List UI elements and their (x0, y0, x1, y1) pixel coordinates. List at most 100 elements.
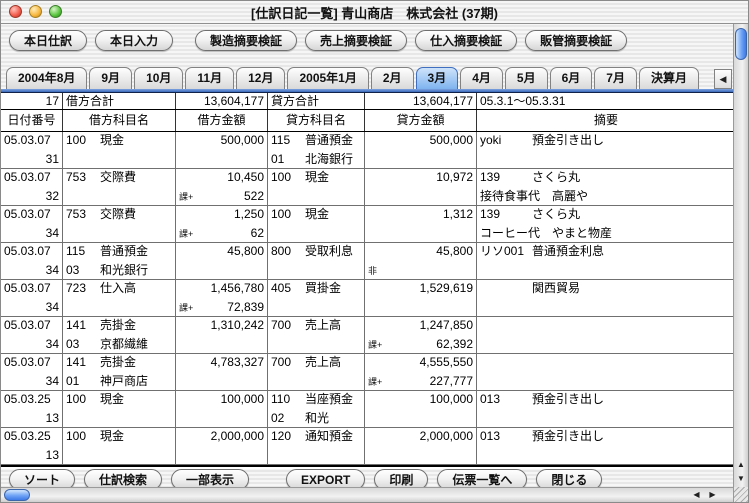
credit-account-name: 買掛金 (305, 281, 342, 295)
credit-amount-cell: 1,312 (365, 206, 477, 242)
credit-amount-cell: 45,800 非 (365, 243, 477, 279)
scroll-up-icon[interactable]: ▲ (737, 460, 745, 469)
vertical-scroll-thumb[interactable] (735, 28, 747, 60)
debit-account-cell: 141 売掛金 01 神戸商店 (63, 354, 176, 390)
tax-tag: 課+ (179, 192, 194, 202)
debit-account-cell: 753 交際費 (63, 169, 176, 205)
footer-button-3[interactable]: 一部表示 (171, 469, 250, 490)
toolbar-button-3[interactable]: 製造摘要検証 (195, 30, 298, 51)
table-row[interactable]: 05.03.07 32 753 交際費 10,450 課+ 522 100 現金 10,972 13… (1, 169, 735, 206)
entry-no: 34 (45, 374, 59, 388)
column-header-5: 貸方金額 (365, 110, 477, 131)
tax-tag: 課+ (368, 340, 383, 350)
debit-amount: 10,450 (227, 170, 264, 184)
entry-no: 31 (45, 152, 59, 166)
minimize-window-icon[interactable] (29, 5, 42, 18)
debit-tax-amount: 72,839 (227, 300, 264, 314)
date-cell: 05.03.25 13 (1, 391, 63, 427)
debit-account-code: 100 (66, 392, 87, 406)
scroll-right-icon[interactable]: ▶ (709, 490, 716, 499)
credit-account-code: 700 (271, 318, 292, 332)
date-cell: 05.03.07 31 (1, 132, 63, 168)
table-row[interactable]: 05.03.07 34 723 仕入高 1,456,780 課+ 72,839 405 買掛金 1… (1, 280, 735, 317)
scroll-down-icon[interactable]: ▼ (737, 474, 745, 483)
credit-amount-cell: 500,000 (365, 132, 477, 168)
date-cell: 05.03.07 32 (1, 169, 63, 205)
zoom-window-icon[interactable] (49, 5, 62, 18)
debit-amount-cell: 500,000 (176, 132, 268, 168)
debit-total-label: 借方合計 (63, 93, 176, 109)
footer-button-7[interactable]: 閉じる (536, 469, 603, 490)
tab-scroll-left-button[interactable]: ◀ (714, 69, 732, 89)
memo-text2 (480, 448, 732, 463)
credit-account-code: 115 (271, 133, 291, 147)
table-row[interactable]: 05.03.25 13 100 現金 100,000 110 当座預金 02 和光 100,000… (1, 391, 735, 428)
window-title: [仕訳日記一覧] 青山商店 株式会社 (37期) (250, 5, 498, 21)
scroll-left-icon[interactable]: ◀ (693, 490, 700, 499)
toolbar-button-2[interactable]: 本日入力 (95, 30, 174, 51)
horizontal-scrollbar[interactable]: ◀ ▶ (1, 487, 748, 502)
table-row[interactable]: 05.03.07 31 100 現金 500,000 115 普通預金 01 北海銀行 500,0… (1, 132, 735, 169)
tab-month-3[interactable]: 10月 (134, 67, 184, 89)
toolbar-button-1[interactable]: 本日仕訳 (9, 30, 88, 51)
credit-account-code: 100 (271, 170, 292, 184)
table-row[interactable]: 05.03.25 13 100 現金 2,000,000 120 通知預金 2,000,000… (1, 428, 735, 465)
toolbar-button-4[interactable]: 売上摘要検証 (305, 30, 408, 51)
tab-month-11[interactable]: 6月 (549, 67, 593, 89)
tab-month-10[interactable]: 5月 (504, 67, 548, 89)
credit-account-name: 売上高 (305, 355, 342, 369)
credit-subaccount-name: 和光 (305, 411, 330, 425)
table-row[interactable]: 05.03.07 34 115 普通預金 03 和光銀行 45,800 800 受取利息 45,8… (1, 243, 735, 280)
resize-grip[interactable] (733, 487, 748, 502)
tab-month-8[interactable]: 3月 (415, 67, 459, 89)
vertical-scrollbar[interactable]: ▲ ▼ (733, 24, 748, 487)
table-row[interactable]: 05.03.07 34 141 売掛金 03 京都繊維 1,310,242 700 売上高 1,2… (1, 317, 735, 354)
debit-amount-cell: 1,310,242 (176, 317, 268, 353)
title-bar[interactable]: [仕訳日記一覧] 青山商店 株式会社 (37期) (1, 1, 748, 24)
credit-amount-cell: 1,247,850 課+ 62,392 (365, 317, 477, 353)
column-header-3: 借方金額 (176, 110, 268, 131)
credit-amount: 1,312 (442, 207, 473, 221)
tab-month-2[interactable]: 9月 (89, 67, 133, 89)
memo-text: 預金引き出し (532, 133, 605, 147)
tab-month-4[interactable]: 11月 (185, 67, 235, 89)
tab-month-13[interactable]: 決算月 (638, 67, 699, 89)
toolbar-button-6[interactable]: 販管摘要検証 (525, 30, 628, 51)
tab-month-12[interactable]: 7月 (594, 67, 637, 89)
credit-amount-cell: 4,555,550 課+ 227,777 (365, 354, 477, 390)
memo-text2: 接待食事代 高麗や (480, 189, 589, 203)
totals-summary-row: 17 借方合計 13,604,177 貸方合計 13,604,177 05.3.… (1, 93, 735, 110)
month-tab-bar: 2004年8月 9月 10月 11月 12月 2005年1月 2月 3月 4月 5月 6月 7月 決算月… (1, 57, 735, 89)
credit-account-code: 100 (271, 207, 292, 221)
close-window-icon[interactable] (9, 5, 22, 18)
footer-button-1[interactable]: ソート (9, 469, 76, 490)
tab-month-7[interactable]: 2月 (370, 67, 414, 89)
footer-button-2[interactable]: 仕訳検索 (84, 469, 163, 490)
tab-month-6[interactable]: 2005年1月 (287, 67, 369, 89)
table-row[interactable]: 05.03.07 34 141 売掛金 01 神戸商店 4,783,327 700 売上高 4,5… (1, 354, 735, 391)
memo-cell: 013 預金引き出し (477, 391, 735, 427)
memo-text: 預金引き出し (532, 392, 605, 406)
tab-month-1[interactable]: 2004年8月 (6, 67, 88, 89)
footer-button-6[interactable]: 伝票一覧へ (437, 469, 528, 490)
memo-text2 (480, 374, 732, 389)
memo-cell (477, 317, 735, 353)
tab-month-5[interactable]: 12月 (236, 67, 286, 89)
toolbar-button-5[interactable]: 仕入摘要検証 (415, 30, 518, 51)
credit-account-cell: 100 現金 (268, 206, 365, 242)
table-row[interactable]: 05.03.07 34 753 交際費 1,250 課+ 62 100 現金 1,312 139 さく… (1, 206, 735, 243)
memo-text: 普通預金利息 (532, 244, 605, 258)
debit-amount: 100,000 (220, 392, 264, 406)
debit-amount: 1,310,242 (210, 318, 264, 332)
memo-cell: yoki 預金引き出し (477, 132, 735, 168)
footer-button-4[interactable]: EXPORT (286, 469, 366, 490)
credit-account-code: 405 (271, 281, 292, 295)
debit-account-code: 753 (66, 170, 87, 184)
memo-code: 013 (480, 429, 501, 443)
tab-month-9[interactable]: 4月 (460, 67, 503, 89)
entry-date: 05.03.07 (4, 170, 51, 184)
credit-amount: 500,000 (429, 133, 473, 147)
horizontal-scroll-thumb[interactable] (4, 489, 30, 501)
credit-account-name: 通知預金 (305, 429, 354, 443)
memo-text2 (480, 263, 732, 278)
